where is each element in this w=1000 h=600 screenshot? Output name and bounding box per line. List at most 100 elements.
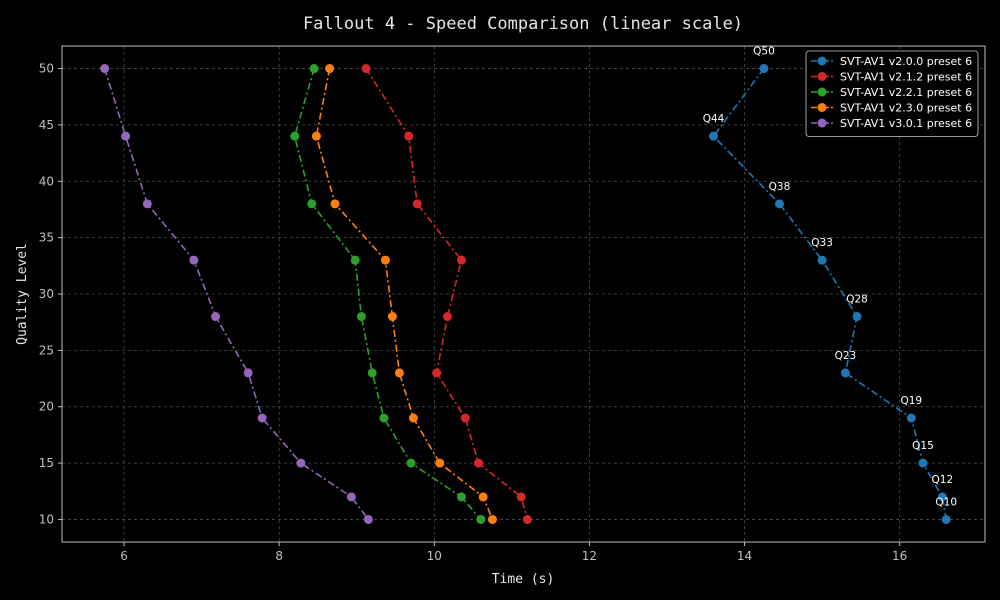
point-annotation: Q23 bbox=[835, 350, 857, 362]
point-annotation: Q12 bbox=[932, 474, 954, 486]
data-point bbox=[394, 368, 404, 378]
data-point bbox=[356, 312, 366, 322]
legend-label: SVT-AV1 v2.3.0 preset 6 bbox=[840, 102, 972, 115]
series-line bbox=[293, 68, 482, 521]
legend-marker bbox=[817, 103, 827, 112]
data-point bbox=[852, 312, 862, 322]
y-tick-label: 50 bbox=[39, 62, 54, 76]
data-point bbox=[330, 199, 340, 209]
data-point bbox=[257, 413, 267, 423]
x-tick-label: 12 bbox=[582, 549, 597, 563]
data-point bbox=[412, 199, 422, 209]
data-point bbox=[941, 514, 951, 524]
data-point bbox=[211, 312, 221, 322]
data-point bbox=[408, 413, 418, 423]
series-line bbox=[315, 68, 494, 520]
data-point bbox=[432, 368, 442, 378]
y-tick-label: 30 bbox=[39, 287, 54, 301]
series-2 bbox=[361, 64, 532, 524]
data-point bbox=[759, 64, 769, 74]
data-point bbox=[906, 413, 916, 423]
series-layer bbox=[100, 64, 951, 524]
series-line bbox=[103, 68, 370, 520]
legend-label: SVT-AV1 v3.0.1 preset 6 bbox=[840, 117, 972, 130]
x-axis-label: Time (s) bbox=[492, 572, 555, 587]
data-point bbox=[309, 64, 319, 74]
data-point bbox=[387, 312, 397, 322]
y-tick-label: 10 bbox=[39, 512, 54, 526]
legend-marker bbox=[817, 118, 827, 128]
y-tick-label: 15 bbox=[39, 456, 54, 470]
data-point bbox=[456, 255, 466, 265]
data-point bbox=[379, 413, 389, 423]
legend-entry: SVT-AV1 v3.0.1 preset 6 bbox=[811, 117, 972, 130]
x-tick-label: 6 bbox=[120, 549, 128, 563]
axis-ticks: 6 8 10 12 14 16 10 15 20 25 30 35 40 45 50 bbox=[39, 62, 908, 563]
data-point bbox=[100, 64, 110, 74]
data-point bbox=[487, 514, 497, 524]
legend-marker bbox=[817, 56, 827, 66]
data-point bbox=[474, 458, 484, 468]
data-point bbox=[406, 458, 416, 468]
y-tick-label: 20 bbox=[39, 400, 54, 414]
data-point bbox=[307, 199, 317, 209]
series-1 bbox=[709, 64, 951, 524]
data-point bbox=[516, 492, 526, 502]
data-point bbox=[311, 131, 321, 141]
data-point bbox=[404, 131, 414, 141]
x-tick-label: 14 bbox=[737, 549, 752, 563]
data-point bbox=[460, 413, 470, 423]
data-point bbox=[840, 368, 850, 378]
legend-marker bbox=[817, 87, 827, 97]
legend-label: SVT-AV1 v2.2.1 preset 6 bbox=[840, 86, 972, 99]
y-tick-label: 35 bbox=[39, 231, 54, 245]
y-tick-label: 45 bbox=[39, 118, 54, 132]
point-annotation: Q44 bbox=[703, 113, 725, 125]
legend: SVT-AV1 v2.0.0 preset 6 SVT-AV1 v2.1.2 pr… bbox=[805, 50, 979, 137]
data-point bbox=[142, 199, 152, 209]
series-line bbox=[365, 68, 529, 520]
series-line bbox=[712, 68, 947, 520]
chart-title: Fallout 4 - Speed Comparison (linear sca… bbox=[303, 14, 743, 34]
point-annotation: Q33 bbox=[811, 237, 833, 249]
legend-entry: SVT-AV1 v2.2.1 preset 6 bbox=[811, 86, 972, 99]
data-point bbox=[435, 458, 445, 468]
data-point bbox=[346, 492, 356, 502]
x-tick-label: 8 bbox=[275, 549, 283, 563]
data-point bbox=[367, 368, 377, 378]
data-point bbox=[442, 312, 452, 322]
point-annotation: Q50 bbox=[753, 46, 775, 58]
data-point bbox=[456, 492, 466, 502]
legend-label: SVT-AV1 v2.1.2 preset 6 bbox=[840, 71, 972, 84]
data-point bbox=[476, 514, 486, 524]
point-annotation: Q10 bbox=[935, 496, 957, 508]
data-point bbox=[325, 64, 335, 74]
point-annotation: Q28 bbox=[846, 294, 868, 306]
point-annotation: Q38 bbox=[769, 181, 791, 193]
data-point bbox=[350, 255, 360, 265]
legend-entry: SVT-AV1 v2.3.0 preset 6 bbox=[811, 102, 972, 115]
y-tick-label: 25 bbox=[39, 343, 54, 357]
legend-label: SVT-AV1 v2.0.0 preset 6 bbox=[840, 55, 972, 68]
data-point bbox=[709, 131, 719, 141]
y-axis-label: Quality Level bbox=[15, 243, 30, 345]
series-5 bbox=[100, 64, 373, 524]
y-tick-label: 40 bbox=[39, 174, 54, 188]
legend-entry: SVT-AV1 v2.0.0 preset 6 bbox=[811, 55, 972, 68]
data-point bbox=[522, 514, 532, 524]
legend-entry: SVT-AV1 v2.1.2 preset 6 bbox=[811, 71, 972, 84]
data-point bbox=[243, 368, 253, 378]
data-point bbox=[361, 64, 371, 74]
data-point bbox=[380, 255, 390, 265]
data-point bbox=[918, 458, 928, 468]
x-tick-label: 16 bbox=[892, 549, 907, 563]
legend-box bbox=[805, 50, 979, 137]
point-annotation: Q15 bbox=[912, 440, 934, 452]
point-annotations: Q50 Q44 Q38 Q33 Q28 Q23 Q19 Q15 Q12 Q10 bbox=[703, 46, 957, 509]
x-tick-label: 10 bbox=[427, 549, 442, 563]
data-point bbox=[290, 131, 300, 141]
data-point bbox=[478, 492, 488, 502]
point-annotation: Q19 bbox=[900, 395, 922, 407]
data-point bbox=[121, 131, 131, 141]
